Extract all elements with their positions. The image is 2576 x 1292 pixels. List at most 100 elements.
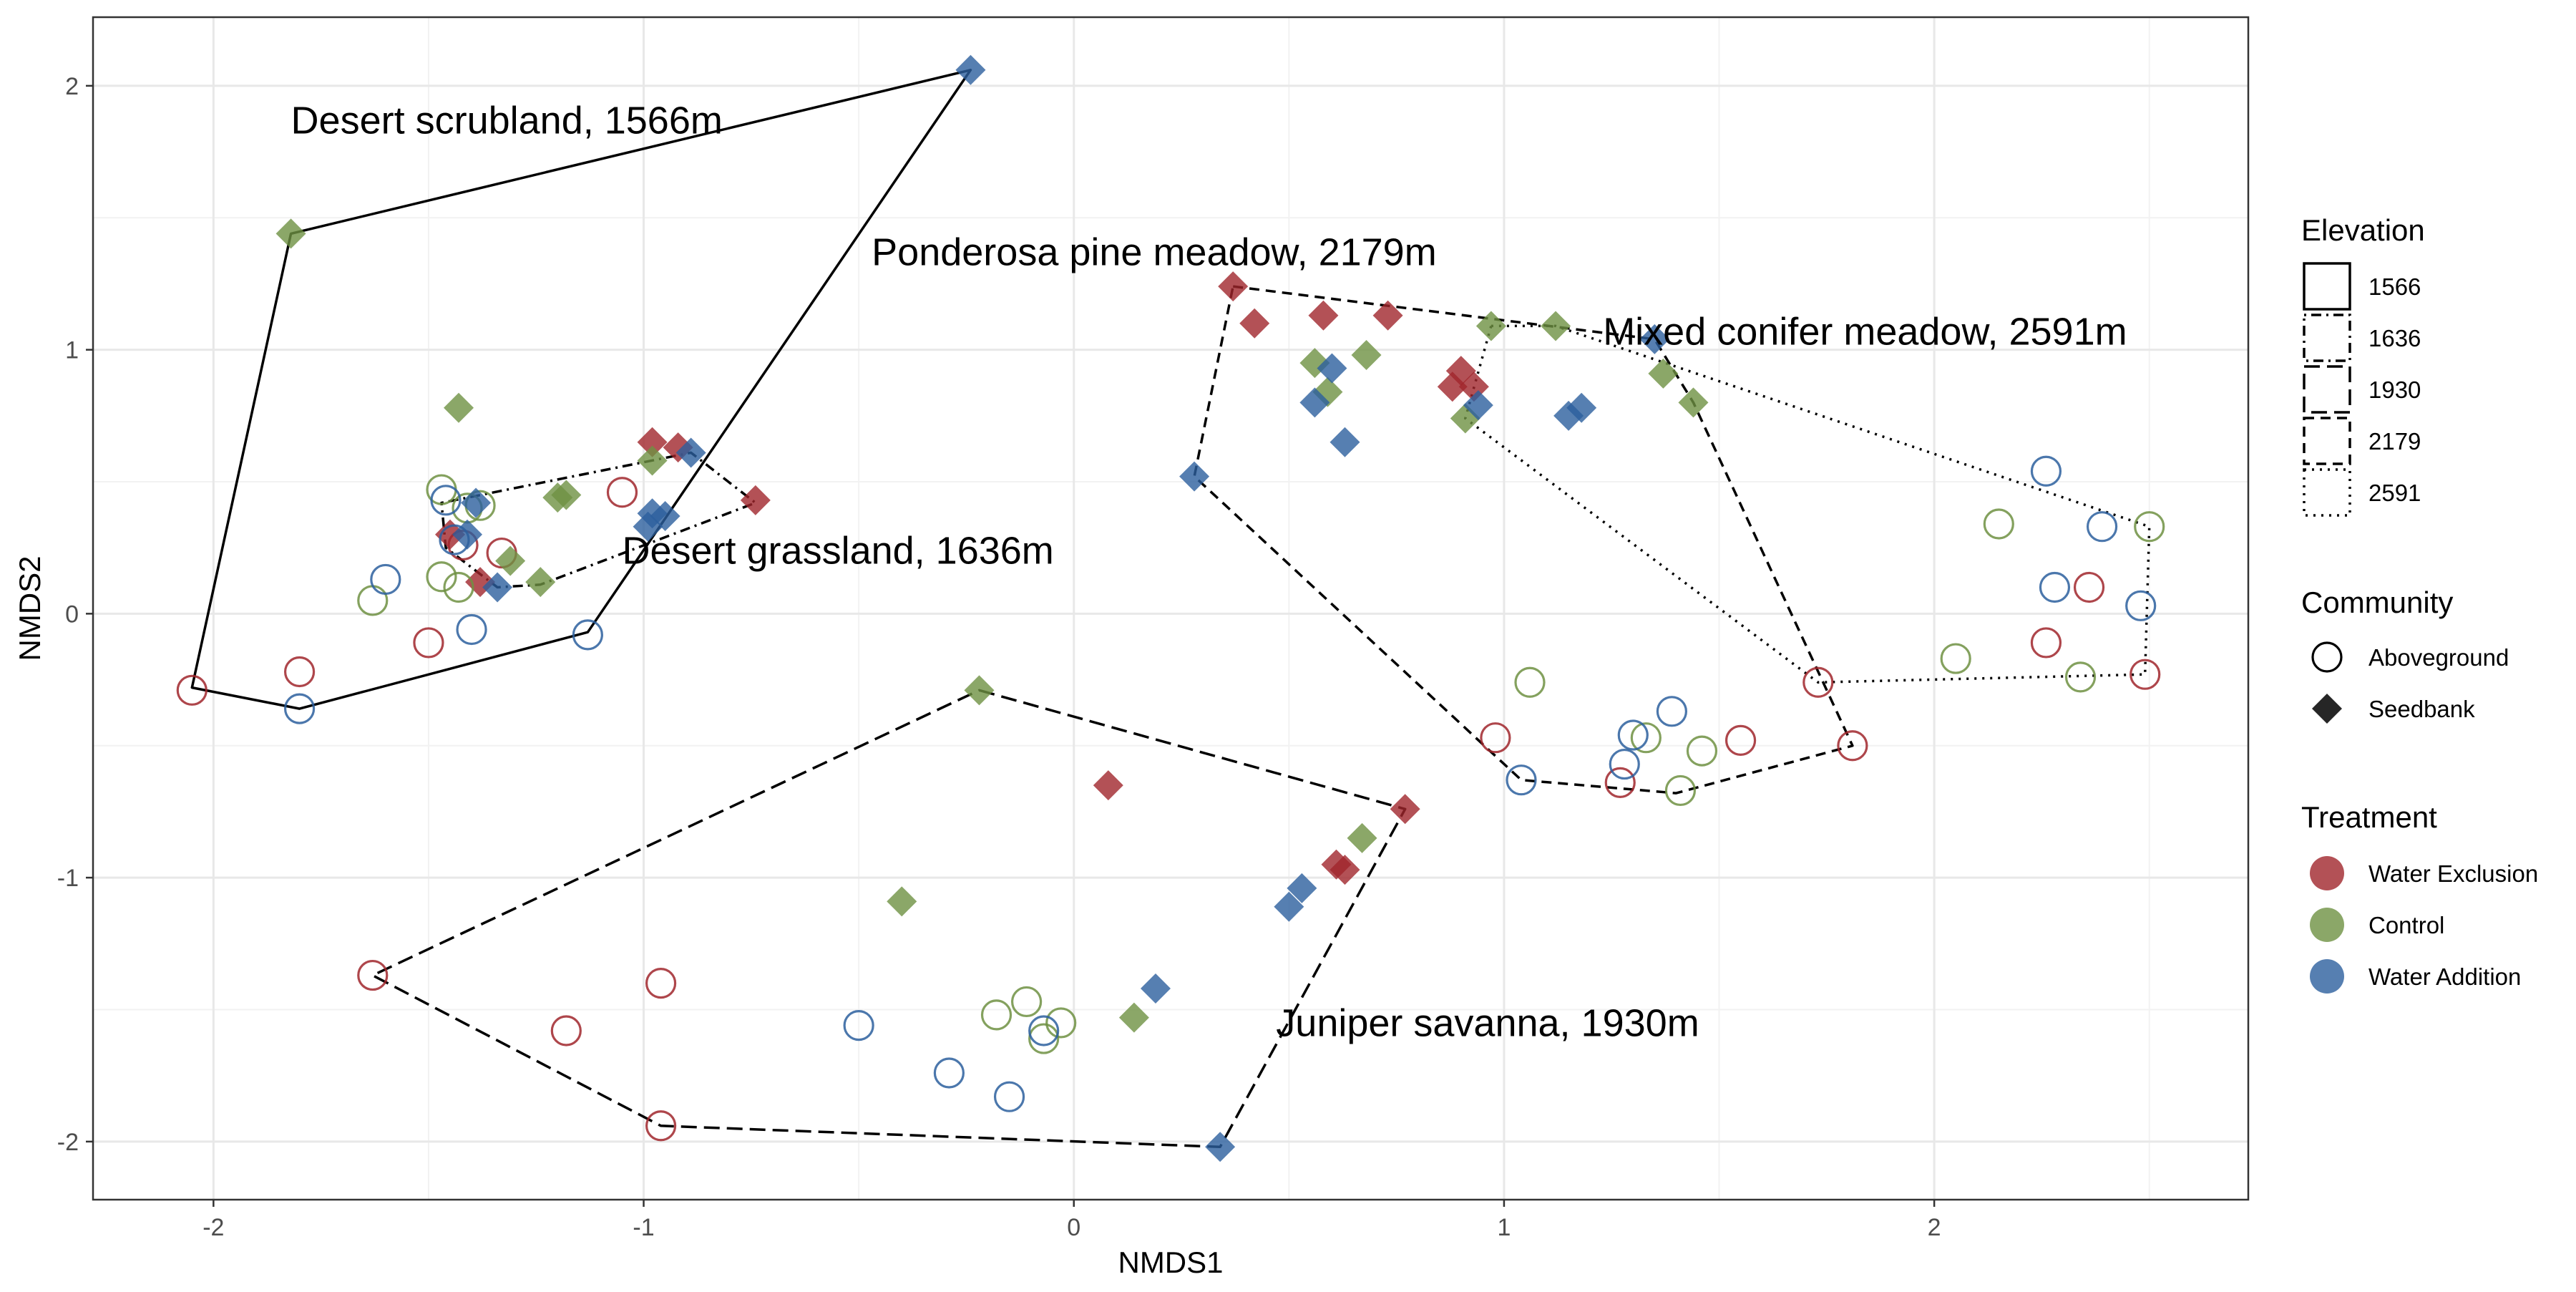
point-aboveground-water-addition xyxy=(572,619,603,651)
legend-label-elevation: 1930 xyxy=(2368,377,2421,403)
legend-elevation: Elevation 1566 1636 1930 2179 2591 xyxy=(2301,213,2425,517)
point-aboveground-control xyxy=(1010,986,1043,1018)
site-label: Juniper savanna, 1930m xyxy=(1276,1001,1699,1044)
point-aboveground-water-exclusion xyxy=(1604,767,1636,798)
point-seedbank-control xyxy=(637,445,668,476)
point-aboveground-control xyxy=(1686,735,1718,767)
point-aboveground-water-addition xyxy=(2039,571,2071,603)
point-aboveground-water-exclusion xyxy=(2030,627,2062,659)
legend-title-elevation: Elevation xyxy=(2301,213,2425,247)
point-seedbank-water-addition xyxy=(1287,873,1317,903)
legend-key-elevation-1636 xyxy=(2303,314,2351,362)
point-seedbank-water-addition xyxy=(955,54,986,85)
point-seedbank-water-exclusion xyxy=(1093,770,1123,801)
point-aboveground-control xyxy=(1664,774,1697,807)
point-seedbank-water-exclusion xyxy=(1330,855,1360,885)
y-tick-label: 2 xyxy=(65,73,79,100)
legend-label-treatment: Control xyxy=(2368,912,2444,938)
point-seedbank-control xyxy=(1541,311,1571,341)
point-seedbank-control xyxy=(887,886,917,917)
y-tick-label: -2 xyxy=(57,1129,79,1156)
legend-label-elevation: 2591 xyxy=(2368,480,2421,506)
point-seedbank-water-addition xyxy=(1140,973,1171,1004)
point-aboveground-control xyxy=(1983,508,2014,540)
legend-label-treatment: Water Exclusion xyxy=(2368,860,2538,887)
point-seedbank-water-addition xyxy=(1179,461,1210,492)
point-aboveground-water-addition xyxy=(993,1081,1025,1112)
point-aboveground-control xyxy=(1514,666,1546,698)
point-aboveground-control xyxy=(1045,1007,1077,1039)
point-aboveground-water-addition xyxy=(456,613,487,646)
site-labels: Desert scrubland, 1566m Ponderosa pine me… xyxy=(291,99,2127,1044)
hull-elevation-1566 xyxy=(190,69,972,710)
point-aboveground-control xyxy=(2064,661,2097,693)
point-seedbank-control xyxy=(1351,340,1382,370)
point-seedbank-control xyxy=(444,392,474,423)
legend-community: Community Aboveground Seedbank xyxy=(2301,586,2509,724)
point-aboveground-water-exclusion xyxy=(1724,724,1757,756)
point-seedbank-control xyxy=(964,675,995,706)
point-aboveground-control xyxy=(1940,643,1971,674)
point-aboveground-control xyxy=(1630,722,1662,754)
point-aboveground-water-addition xyxy=(843,1010,874,1041)
point-aboveground-water-exclusion xyxy=(2073,571,2105,603)
point-seedbank-control xyxy=(1347,822,1377,853)
point-seedbank-water-exclusion xyxy=(434,519,465,550)
point-aboveground-water-exclusion xyxy=(283,656,316,688)
hull-elevation-1930 xyxy=(371,689,1407,1149)
point-seedbank-water-exclusion xyxy=(1390,794,1420,825)
plot-panel xyxy=(93,17,2248,1200)
legend-key-aboveground xyxy=(2311,641,2343,673)
legend-label-treatment: Water Addition xyxy=(2368,963,2521,990)
y-tick-label: 0 xyxy=(65,601,79,628)
legend-title-treatment: Treatment xyxy=(2301,800,2437,834)
point-aboveground-water-addition xyxy=(430,485,462,516)
x-tick-label: 1 xyxy=(1497,1214,1511,1241)
legend-key-elevation-2179 xyxy=(2303,417,2351,465)
point-seedbank-control xyxy=(495,545,526,576)
point-seedbank-water-addition xyxy=(1330,427,1360,457)
legend-layer: Elevation 1566 1636 1930 2179 2591 Community Ab… xyxy=(2301,213,2538,994)
point-seedbank-water-exclusion xyxy=(1218,271,1249,302)
legend-key-seedbank xyxy=(2312,694,2342,724)
legend-key-water-addition xyxy=(2310,959,2344,994)
point-seedbank-control xyxy=(275,218,306,249)
point-aboveground-water-addition xyxy=(1506,764,1537,796)
point-seedbank-water-addition xyxy=(1205,1132,1236,1162)
legend-label-community: Aboveground xyxy=(2368,644,2509,671)
point-seedbank-water-addition xyxy=(1274,891,1304,922)
point-seedbank-water-addition xyxy=(1639,324,1670,354)
point-seedbank-water-exclusion xyxy=(740,485,771,515)
points-group xyxy=(176,54,2165,1162)
y-axis-title: NMDS2 xyxy=(13,555,47,661)
point-aboveground-water-addition xyxy=(1656,696,1687,727)
point-aboveground-water-addition xyxy=(933,1057,965,1089)
point-seedbank-control xyxy=(1678,387,1709,418)
point-aboveground-water-addition xyxy=(1609,748,1640,780)
point-aboveground-water-exclusion xyxy=(357,959,389,991)
point-aboveground-water-exclusion xyxy=(645,1110,677,1142)
hull-elevation-2179 xyxy=(1193,285,1854,795)
point-seedbank-water-addition xyxy=(452,519,483,550)
point-aboveground-water-exclusion xyxy=(1837,730,1868,762)
point-aboveground-control xyxy=(443,571,474,603)
point-seedbank-water-exclusion xyxy=(1308,300,1339,331)
point-aboveground-water-exclusion xyxy=(1802,666,1834,698)
axes: -2 -1 0 1 2 -2 -1 0 1 2 NMDS1 NMDS2 xyxy=(13,73,1941,1279)
point-seedbank-water-addition xyxy=(1299,387,1330,418)
point-seedbank-water-exclusion xyxy=(1437,371,1468,402)
point-aboveground-water-exclusion xyxy=(606,477,638,508)
point-aboveground-water-addition xyxy=(370,563,401,596)
y-tick-label: 1 xyxy=(65,337,79,364)
point-seedbank-control xyxy=(1118,1002,1149,1033)
point-aboveground-control xyxy=(426,561,457,593)
legend-treatment: Treatment Water Exclusion Control Water Add… xyxy=(2301,800,2538,994)
point-seedbank-water-exclusion xyxy=(1372,300,1403,331)
point-aboveground-water-exclusion xyxy=(1480,722,1511,754)
point-seedbank-water-addition xyxy=(1463,390,1493,421)
site-label: Desert grassland, 1636m xyxy=(622,529,1053,572)
point-seedbank-control xyxy=(525,567,556,598)
legend-label-community: Seedbank xyxy=(2368,696,2475,722)
grid-lines xyxy=(93,17,2248,1200)
